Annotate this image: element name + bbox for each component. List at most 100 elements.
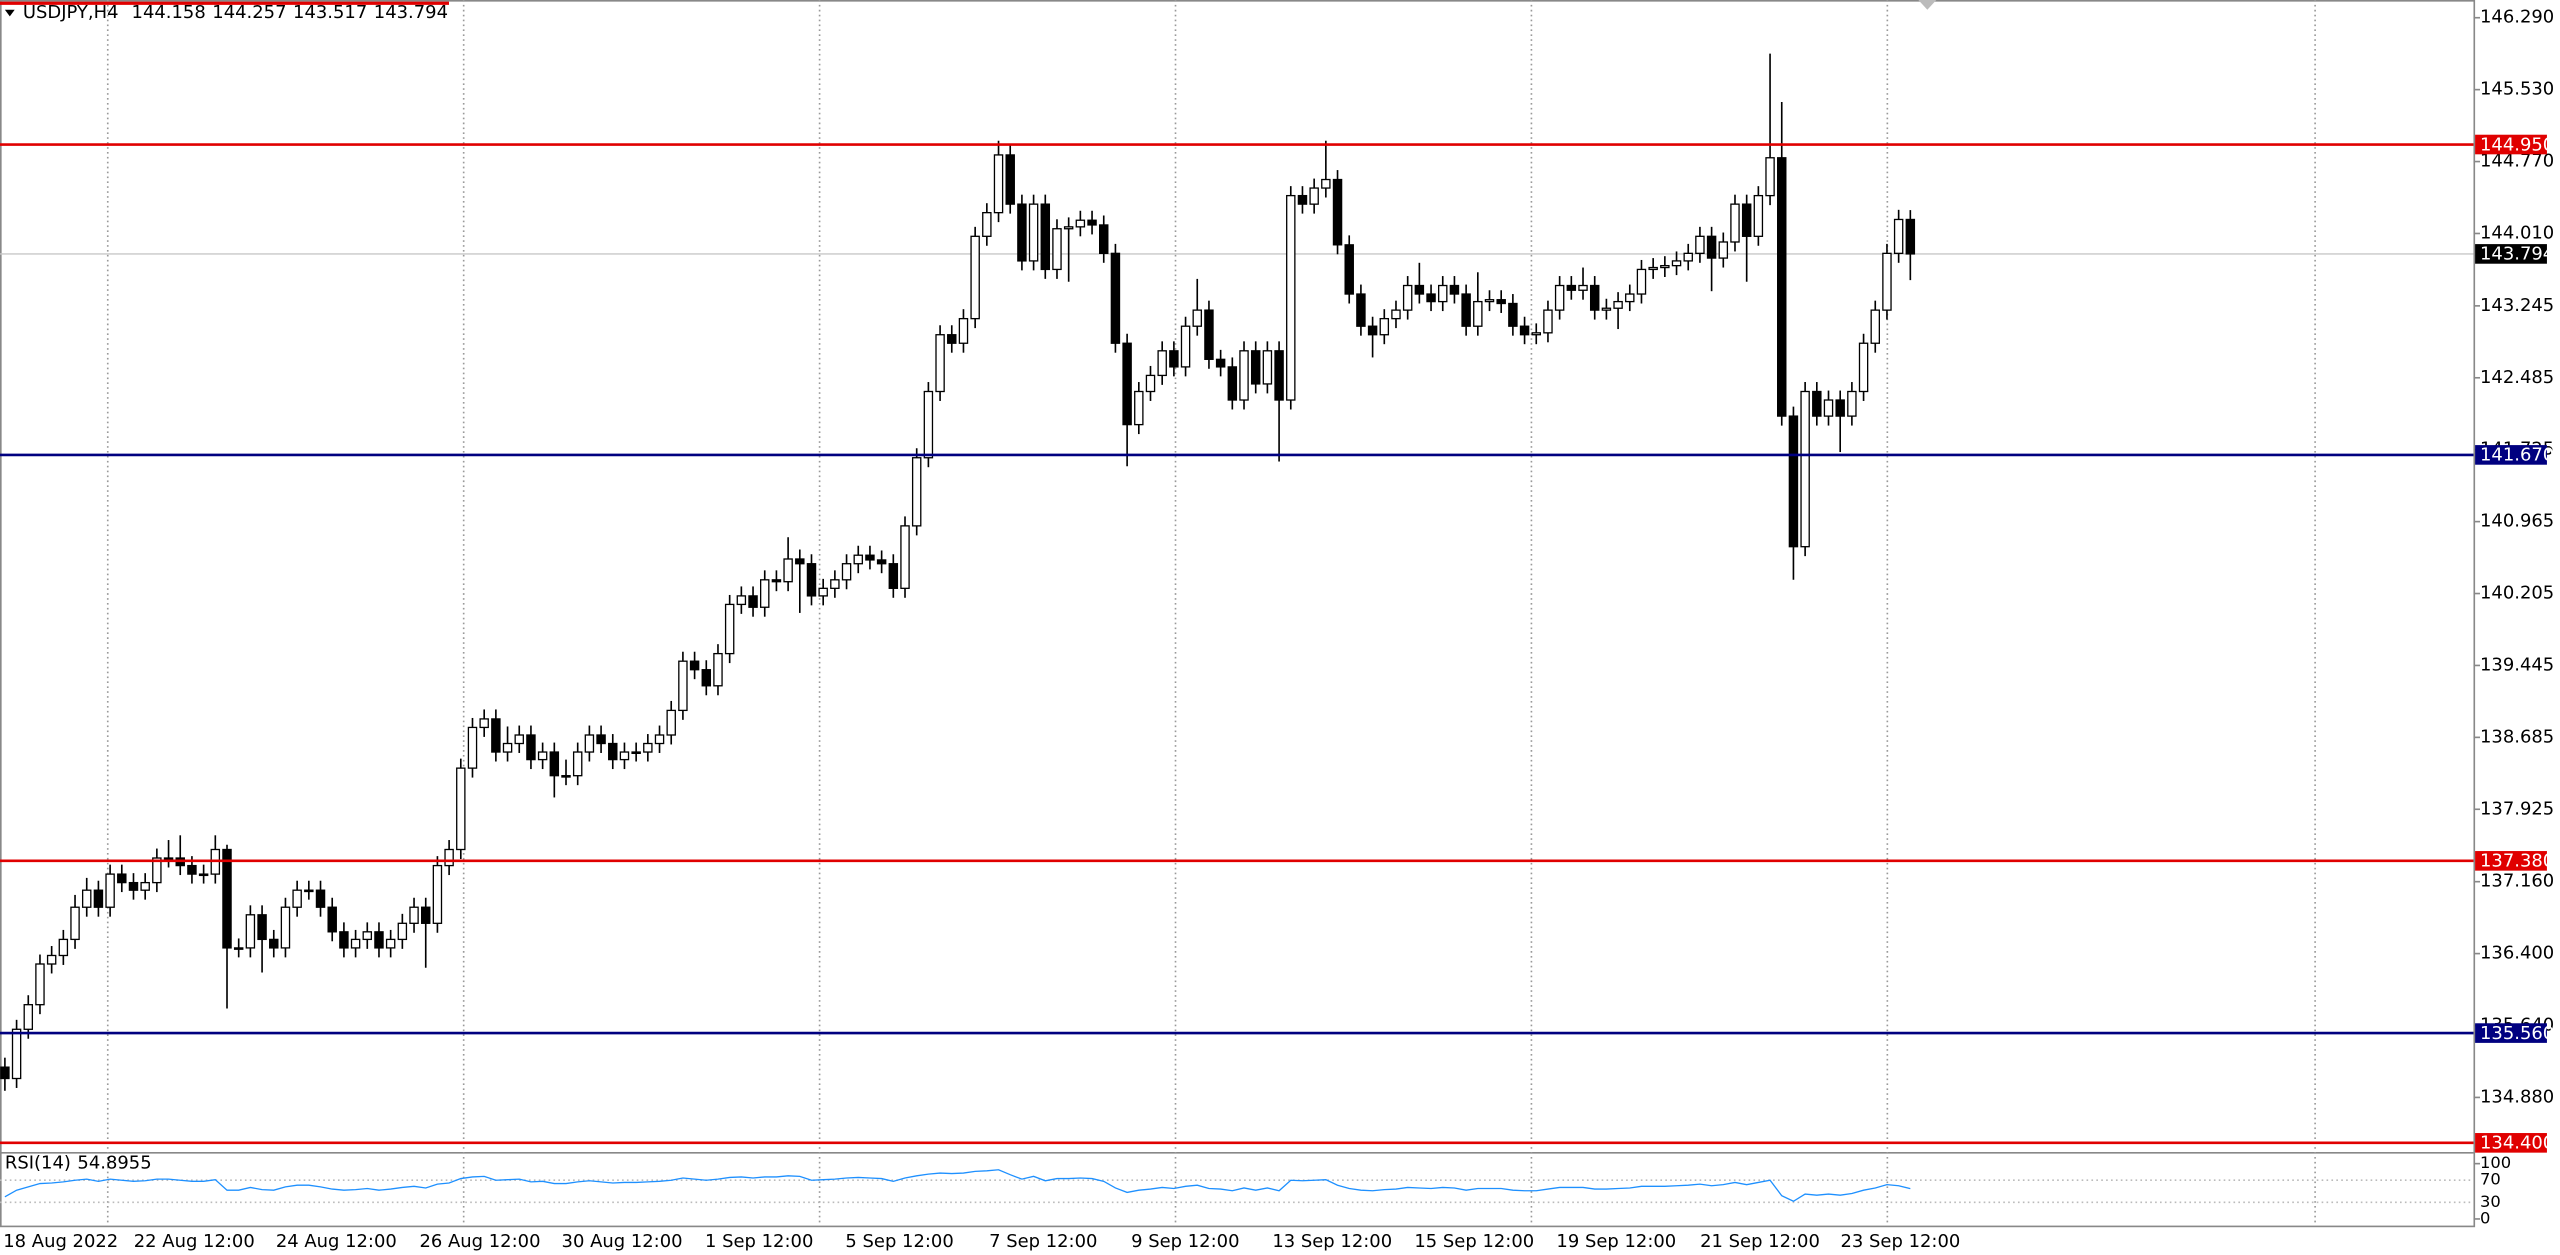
candle-body [1882,252,1892,311]
candle-body [724,603,735,655]
candle-body [1519,325,1530,336]
shift-marker [1918,0,1937,10]
candle-body [1122,342,1132,426]
candle-body [1367,325,1378,336]
candle-body [853,554,863,565]
candle-body [502,742,513,753]
candle-body [1169,350,1179,368]
candle-body [900,525,910,589]
candle-body [163,857,174,860]
candle-body [783,558,793,583]
candle-body [876,559,887,565]
x-tick-label: 23 Sep 12:00 [1841,1231,1961,1252]
candle-body [1005,154,1015,205]
candle-body [1695,235,1705,254]
candle-body [479,718,489,729]
candle-body [1613,300,1623,309]
candle-body [327,906,337,933]
x-tick-label: 26 Aug 12:00 [419,1231,540,1252]
candle-body [1204,309,1214,360]
current-price-label: 143.794 [2480,244,2554,265]
candle-body [1028,203,1039,262]
candle-body [1250,350,1261,385]
candle-body [713,652,723,687]
candle-body [1087,219,1097,226]
candle-body [11,1028,22,1080]
candle-body [1648,266,1658,271]
candle-body [58,938,69,957]
candle-body [549,751,560,777]
rsi-header: RSI(14) 54.8955 [5,1152,152,1173]
candle-body [1297,194,1308,205]
candle-body [1683,252,1693,262]
level-label: 141.670 [2480,445,2554,466]
candle-body [245,914,256,949]
candle-body [1847,390,1857,417]
candle-body [1800,390,1810,548]
level-tag [2475,1023,2547,1043]
candle-body [1858,342,1869,393]
candle-body [1075,219,1086,228]
rsi-last: 54.8955 [77,1152,151,1173]
candle-body [1180,325,1191,368]
candle-body [911,457,922,527]
candle-body [1099,224,1109,254]
y-tick-label: 145.530 [2480,79,2554,100]
candle-body [1379,317,1390,336]
candle-body [1741,203,1752,237]
candle-body [970,235,980,320]
candle-body [257,914,267,941]
candle-body [584,734,595,753]
candle-body [701,669,712,687]
candle-body [1473,300,1483,327]
x-tick-label: 18 Aug 2022 [3,1231,118,1252]
x-tick-label: 19 Sep 12:00 [1556,1231,1676,1252]
candle-body [771,579,782,583]
candle-body [70,906,80,941]
y-tick-label: 142.485 [2480,367,2554,388]
candle-body [795,558,805,565]
header-close: 143.794 [374,2,448,23]
candle-body [1040,203,1051,271]
candle-body [444,848,454,867]
candle-body [304,889,314,893]
candle-body [631,751,641,754]
candle-body [619,751,630,761]
x-tick-label: 21 Sep 12:00 [1700,1231,1820,1252]
time-grid [106,0,2316,1226]
candle-body [1262,350,1273,385]
x-tick-label: 15 Sep 12:00 [1414,1231,1534,1252]
candle-body [748,595,758,608]
x-tick-label: 24 Aug 12:00 [276,1231,397,1252]
candle-body [923,390,934,459]
symbol: USDJPY,H4 [23,2,119,23]
x-tick-label: 7 Sep 12:00 [989,1231,1097,1252]
candle-body [1274,350,1284,401]
candle-body [35,963,45,1006]
candle-body [1554,284,1565,311]
candle-body [315,889,326,908]
rsi-name: RSI(14) [5,1152,71,1173]
candle-body [1461,293,1471,327]
y-tick-label: 140.205 [2480,583,2554,604]
current-price-tag [2475,244,2547,264]
candle-body [1402,284,1413,311]
candle-body [432,864,443,924]
candle-body [1321,178,1331,189]
candle-body [1730,203,1740,243]
rsi-tick-label: 70 [2480,1170,2501,1189]
level-label: 137.380 [2480,851,2554,872]
candle-body [1905,218,1916,255]
candle-body [596,734,606,745]
candle-body [1508,302,1518,327]
candle-body [1812,390,1822,417]
candle-body [1332,178,1343,246]
candle-body [830,579,840,589]
candle-body [128,881,139,891]
candle-body [608,742,618,761]
candle-body [1356,293,1366,327]
candle-body [1157,350,1167,377]
candle-body [456,767,466,851]
candle-body [233,947,244,950]
